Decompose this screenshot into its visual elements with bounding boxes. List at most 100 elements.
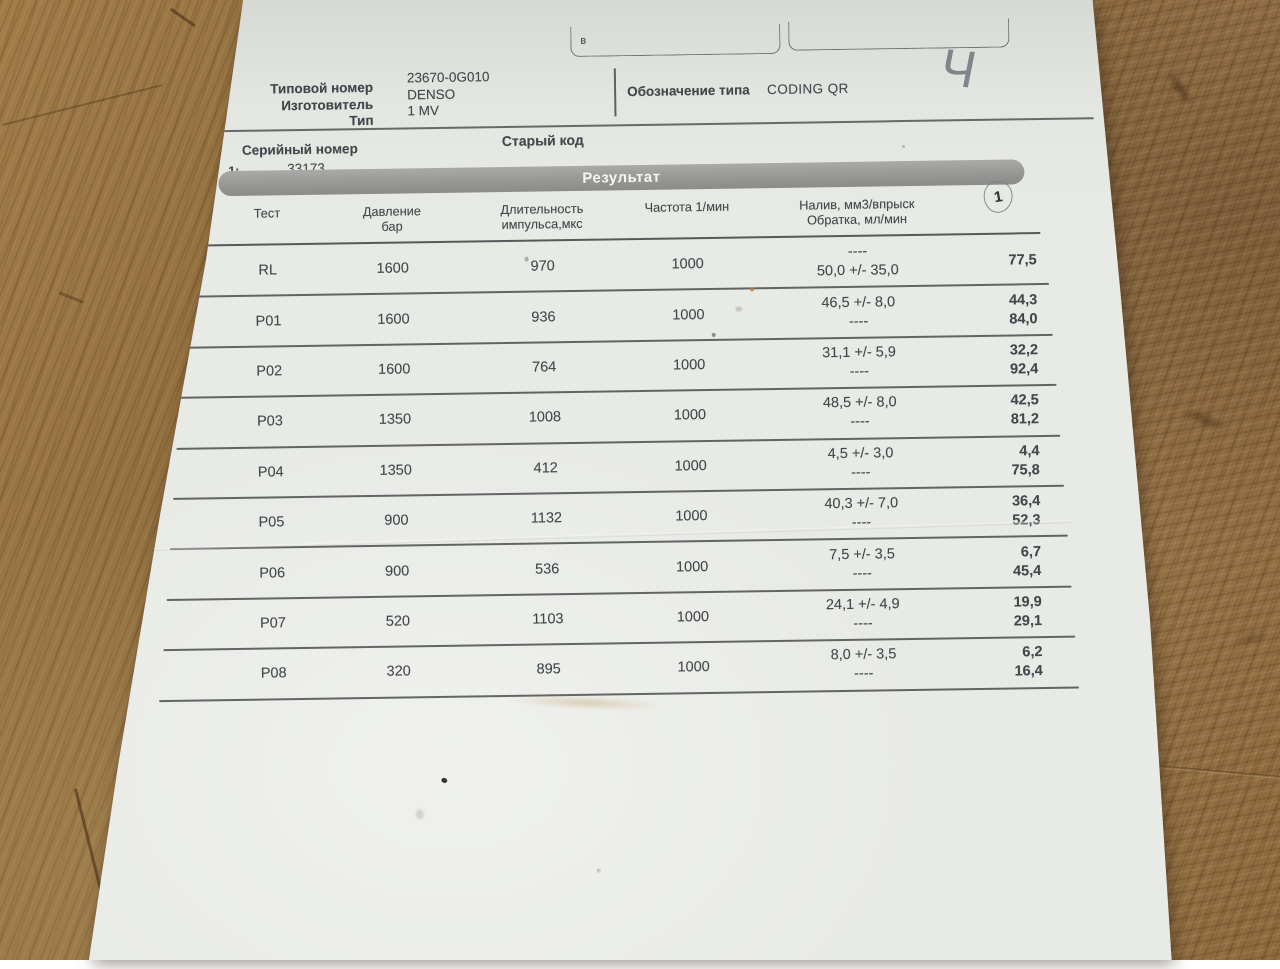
test-cell: P04 [216, 463, 326, 481]
manufacturer-label: Изготовитель [145, 96, 373, 116]
duration-cell: 764 [464, 358, 624, 376]
spec-line1: ---- [848, 244, 868, 261]
test-cell: RL [213, 262, 323, 280]
frequency-cell: 1000 [626, 507, 756, 525]
pressure-cell: 900 [327, 562, 467, 580]
pressure-cell: 320 [329, 663, 469, 681]
measured-line2: 75,8 [1011, 462, 1039, 479]
duration-cell: 895 [469, 661, 629, 679]
result-banner: Результат [218, 159, 1024, 196]
spec-line1: 40,3 +/- 7,0 [824, 495, 898, 513]
frequency-cell: 1000 [628, 608, 758, 626]
measured-line2: 81,2 [1011, 411, 1039, 428]
spec-line1: 31,1 +/- 5,9 [822, 344, 896, 362]
serial-number-label: Серийный номер [242, 141, 358, 158]
spec-line2: ---- [854, 666, 874, 683]
spec-line1: 8,0 +/- 3,5 [831, 647, 897, 665]
measured-line2: 16,4 [1014, 663, 1042, 680]
measured-cell: 44,3 84,0 [963, 292, 1044, 329]
spec-cell: ---- 50,0 +/- 35,0 [752, 242, 963, 281]
spec-line2: 50,0 +/- 35,0 [817, 262, 899, 280]
pressure-cell: 1350 [325, 411, 465, 429]
measured-cell: 4,4 75,8 [965, 443, 1046, 480]
duration-cell: 1008 [465, 409, 625, 427]
spec-cell: 7,5 +/- 3,5 ---- [757, 545, 968, 584]
frequency-cell: 1000 [627, 558, 757, 576]
paper-speck [525, 257, 529, 262]
col-header-pressure: Давление бар [322, 199, 462, 235]
measured-cell: 6,2 16,4 [968, 644, 1049, 681]
orange-speck [750, 287, 754, 291]
spec-line2: ---- [850, 364, 870, 381]
old-code-label: Старый код [502, 132, 584, 149]
paper-speck [902, 145, 905, 148]
pencil-smudge [735, 306, 742, 311]
pressure-cell: 1350 [326, 461, 466, 479]
measured-cell: 19,9 29,1 [968, 594, 1049, 631]
duration-cell: 1103 [468, 610, 628, 628]
measured-line1: 44,3 [1009, 292, 1037, 309]
paper-speck [712, 333, 716, 337]
spec-line1: 24,1 +/- 4,9 [826, 596, 900, 614]
test-cell: P03 [215, 413, 325, 431]
spec-cell: 24,1 +/- 4,9 ---- [758, 595, 969, 634]
duration-cell: 1132 [466, 509, 626, 527]
header-field-values: 23670-0G010 DENSO 1 MV [407, 69, 490, 120]
duration-cell: 970 [463, 257, 623, 275]
measured-cell: 32,2 92,4 [964, 342, 1045, 379]
col-header-duration: Длительность импульса,мкс [462, 196, 622, 232]
spec-line2: ---- [850, 414, 870, 431]
col-header-delivery-return: Налив, мм3/впрыск Обратка, мл/мин [752, 191, 962, 228]
top-field-box-left: в [570, 24, 780, 57]
pressure-cell: 900 [326, 512, 466, 530]
paper-smudge [416, 809, 424, 819]
test-cell: P07 [218, 615, 328, 633]
table-header-row: Тест Давление бар Длительность импульса,… [197, 190, 1042, 237]
measured-line2: 77,5 [1008, 252, 1036, 269]
result-banner-text: Результат [582, 169, 660, 187]
spec-line2: ---- [851, 464, 871, 481]
duration-cell: 936 [463, 308, 623, 326]
top-field-box-label: в [580, 35, 586, 47]
spec-cell: 8,0 +/- 3,5 ---- [758, 645, 969, 684]
frequency-cell: 1000 [624, 356, 754, 374]
measured-cell: 77,5 [963, 250, 1043, 270]
manufacturer-value: DENSO [407, 86, 490, 104]
spec-line2: ---- [853, 615, 873, 632]
paper-speck [597, 869, 601, 873]
type-designation-label: Обозначение типа [627, 82, 750, 99]
type-designation-value: CODING QR [767, 81, 849, 97]
test-cell: P06 [217, 564, 327, 582]
measured-line1: 36,4 [1012, 493, 1040, 510]
measured-line2: 29,1 [1014, 613, 1042, 630]
spec-line1: 46,5 +/- 8,0 [821, 294, 895, 312]
type-number-value: 23670-0G010 [407, 69, 490, 87]
frequency-cell: 1000 [623, 255, 753, 273]
ink-dot [441, 777, 448, 784]
spec-cell: 46,5 +/- 8,0 ---- [753, 293, 964, 332]
frequency-cell: 1000 [629, 659, 759, 677]
test-cell: P08 [219, 665, 329, 683]
paper-stain-smudge [509, 693, 664, 713]
measured-line2: 92,4 [1010, 361, 1038, 378]
test-cell: P02 [214, 363, 324, 381]
pressure-cell: 520 [328, 612, 468, 630]
measured-line2: 84,0 [1009, 311, 1037, 328]
frequency-cell: 1000 [626, 457, 756, 475]
measured-line2: 45,4 [1013, 563, 1041, 580]
header-field-labels: Типовой номер Изготовитель Тип [145, 80, 374, 133]
measured-line1: 4,4 [1019, 443, 1039, 460]
measured-line1: 19,9 [1013, 594, 1041, 611]
measured-line1: 6,7 [1021, 544, 1041, 561]
spec-line2: ---- [849, 313, 869, 330]
col-header-frequency: Частота 1/мин [622, 194, 752, 230]
header-divider-line [614, 68, 617, 116]
measured-line1: 32,2 [1010, 342, 1038, 359]
col-header-test: Тест [212, 201, 322, 237]
spec-cell: 31,1 +/- 5,9 ---- [754, 343, 965, 382]
table-rows: RL 1600 970 1000 ---- 50,0 +/- 35,0 77,5… [197, 234, 1049, 700]
test-cell: P05 [216, 514, 326, 532]
duration-cell: 536 [467, 560, 627, 578]
